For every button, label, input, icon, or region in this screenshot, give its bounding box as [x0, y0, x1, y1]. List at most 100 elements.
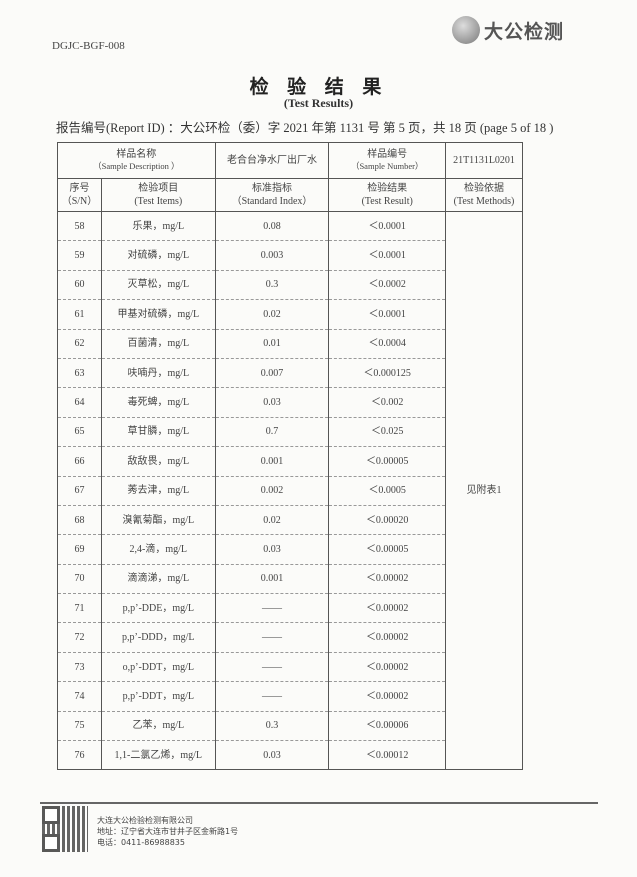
sn-cell: 62	[57, 329, 102, 359]
company-logo: 大公检测	[452, 16, 564, 44]
table-row: 59 对硫磷，mg/L 0.003 ＜0.0001	[57, 240, 523, 271]
standard-cell: 0.001	[214, 564, 330, 595]
table-row: 75 乙苯，mg/L 0.3 ＜0.00006	[57, 711, 523, 742]
sample-no-value: 21T1131L0201	[445, 142, 523, 179]
label-cn: 样品名称	[116, 149, 157, 161]
column-header-row: 序号 （S/N） 检验项目 (Test Items) 标准指标 （Standard Ind…	[57, 178, 523, 212]
standard-cell: 0.7	[214, 417, 330, 448]
table-row: 60 灭草松，mg/L 0.3 ＜0.0002	[57, 270, 523, 301]
result-cell: ＜0.025	[328, 417, 447, 448]
label-en: (Test Methods)	[453, 196, 515, 207]
item-cell: 乙苯，mg/L	[100, 711, 216, 742]
page-title: 检 验 结 果	[249, 76, 388, 98]
sn-cell: 60	[57, 270, 102, 301]
sn-cell: 66	[57, 446, 102, 477]
table-row: 74 p,p’-DDT，mg/L —— ＜0.00002	[57, 681, 523, 712]
column-header: 序号 （S/N）	[57, 178, 102, 212]
label-cn: 序号	[69, 183, 90, 194]
sn-cell: 58	[57, 211, 102, 242]
item-cell: o,p’-DDT，mg/L	[100, 652, 216, 683]
standard-cell: 0.03	[214, 387, 330, 418]
sample-desc-value: 老合台净水厂出厂水	[214, 142, 330, 179]
footer: 大连大公检验检测有限公司 地址：辽宁省大连市甘井子区金新路1号 电话：0411-…	[97, 815, 238, 848]
table-row: 76 1,1-二氯乙烯，mg/L 0.03 ＜0.00012	[57, 740, 523, 771]
standard-cell: 0.3	[214, 711, 330, 742]
standard-cell: 0.03	[214, 740, 330, 771]
result-cell: ＜0.000125	[328, 358, 447, 389]
table-row: 66 敌敌畏，mg/L 0.001 ＜0.00005	[57, 446, 523, 477]
sn-cell: 63	[57, 358, 102, 389]
result-cell: ＜0.00005	[328, 446, 447, 477]
footer-address: 地址：辽宁省大连市甘井子区金新路1号	[97, 827, 239, 836]
sn-cell: 61	[57, 299, 102, 330]
sn-cell: 68	[57, 505, 102, 536]
standard-cell: 0.02	[214, 505, 330, 536]
sn-cell: 75	[57, 711, 102, 742]
table-row: 63 呋喃丹，mg/L 0.007 ＜0.000125	[57, 358, 523, 389]
standard-cell: 0.002	[214, 476, 330, 506]
standard-cell: ——	[214, 622, 330, 653]
label-en: (Test Items)	[134, 196, 183, 207]
item-cell: 溴氰菊酯，mg/L	[100, 505, 216, 536]
report-id-line: 报告编号(Report ID) ：大公环检（委）字 2021 年第 1131 号…	[56, 121, 554, 135]
result-cell: ＜0.00002	[328, 564, 447, 595]
item-cell: 灭草松，mg/L	[100, 270, 216, 301]
item-cell: 对硫磷，mg/L	[100, 240, 216, 271]
table-row: 67 莠去津，mg/L 0.002 ＜0.0005	[57, 476, 523, 506]
table-row: 71 p,p’-DDE，mg/L —— ＜0.00002	[57, 593, 523, 624]
footer-phone: 电话：0411-86988835	[97, 838, 185, 847]
sn-cell: 72	[57, 622, 102, 653]
label-cn: 标准指标	[252, 183, 292, 194]
standard-cell: 0.03	[214, 534, 330, 565]
table-row: 69 2,4-滴，mg/L 0.03 ＜0.00005	[57, 534, 523, 565]
label-cn: 检验依据	[464, 183, 505, 194]
label-cn: 检验结果	[367, 183, 408, 194]
standard-cell: 0.001	[214, 446, 330, 477]
qr-code-icon	[42, 806, 88, 852]
table-row: 64 毒死蜱，mg/L 0.03 ＜0.002	[57, 387, 523, 418]
table-row: 73 o,p’-DDT，mg/L —— ＜0.00002	[57, 652, 523, 683]
item-cell: p,p’-DDT，mg/L	[100, 681, 216, 712]
logo-text: 大公检测	[484, 20, 565, 43]
table-row: 58 乐果，mg/L 0.08 ＜0.0001 见附表1	[57, 211, 523, 771]
logo-mark-icon	[452, 16, 480, 44]
label-en: （Sample Number）	[350, 161, 424, 172]
item-cell: 呋喃丹，mg/L	[100, 358, 216, 389]
standard-cell: 0.007	[214, 358, 330, 389]
form-code: DGJC-BGF-008	[52, 40, 125, 52]
result-cell: ＜0.00002	[328, 681, 447, 712]
item-cell: 莠去津，mg/L	[100, 476, 216, 506]
label-en: （S/N）	[61, 196, 98, 207]
table-row: 72 p,p’-DDD，mg/L —— ＜0.00002	[57, 622, 523, 653]
standard-cell: 0.3	[214, 270, 330, 301]
item-cell: 草甘膦，mg/L	[100, 417, 216, 448]
table-row: 61 甲基对硫磷，mg/L 0.02 ＜0.0001	[57, 299, 523, 330]
result-cell: ＜0.00002	[328, 593, 447, 624]
footer-company: 大连大公检验检测有限公司	[97, 816, 193, 825]
sn-cell: 71	[57, 593, 102, 624]
table-row: 62 百菌清，mg/L 0.01 ＜0.0004	[57, 329, 523, 359]
label-en: (Test Result)	[361, 196, 413, 207]
label-cn: 样品编号	[367, 149, 408, 161]
page-subtitle: (Test Results)	[283, 96, 354, 110]
item-cell: 敌敌畏，mg/L	[100, 446, 216, 477]
sn-cell: 74	[57, 681, 102, 712]
label-cn: 检验项目	[138, 183, 179, 194]
results-table: 样品名称 （Sample Description ） 老合台净水厂出厂水 样品编号…	[57, 142, 523, 771]
result-cell: ＜0.0001	[328, 211, 447, 242]
method-cell: 见附表1	[445, 211, 523, 771]
result-cell: ＜0.0001	[328, 240, 447, 271]
column-header: 检验项目 (Test Items)	[100, 178, 216, 212]
sn-cell: 67	[57, 476, 102, 506]
column-header: 标准指标 （Standard Index）	[214, 178, 330, 212]
sn-cell: 65	[57, 417, 102, 448]
result-cell: ＜0.0001	[328, 299, 447, 330]
item-cell: 1,1-二氯乙烯，mg/L	[100, 740, 216, 771]
result-cell: ＜0.0002	[328, 270, 447, 301]
sample-no-label: 样品编号 （Sample Number）	[328, 142, 447, 179]
item-cell: p,p’-DDE，mg/L	[100, 593, 216, 624]
item-cell: p,p’-DDD，mg/L	[100, 622, 216, 653]
table-row: 70 滴滴涕，mg/L 0.001 ＜0.00002	[57, 564, 523, 595]
result-cell: ＜0.00006	[328, 711, 447, 742]
sn-cell: 70	[57, 564, 102, 595]
